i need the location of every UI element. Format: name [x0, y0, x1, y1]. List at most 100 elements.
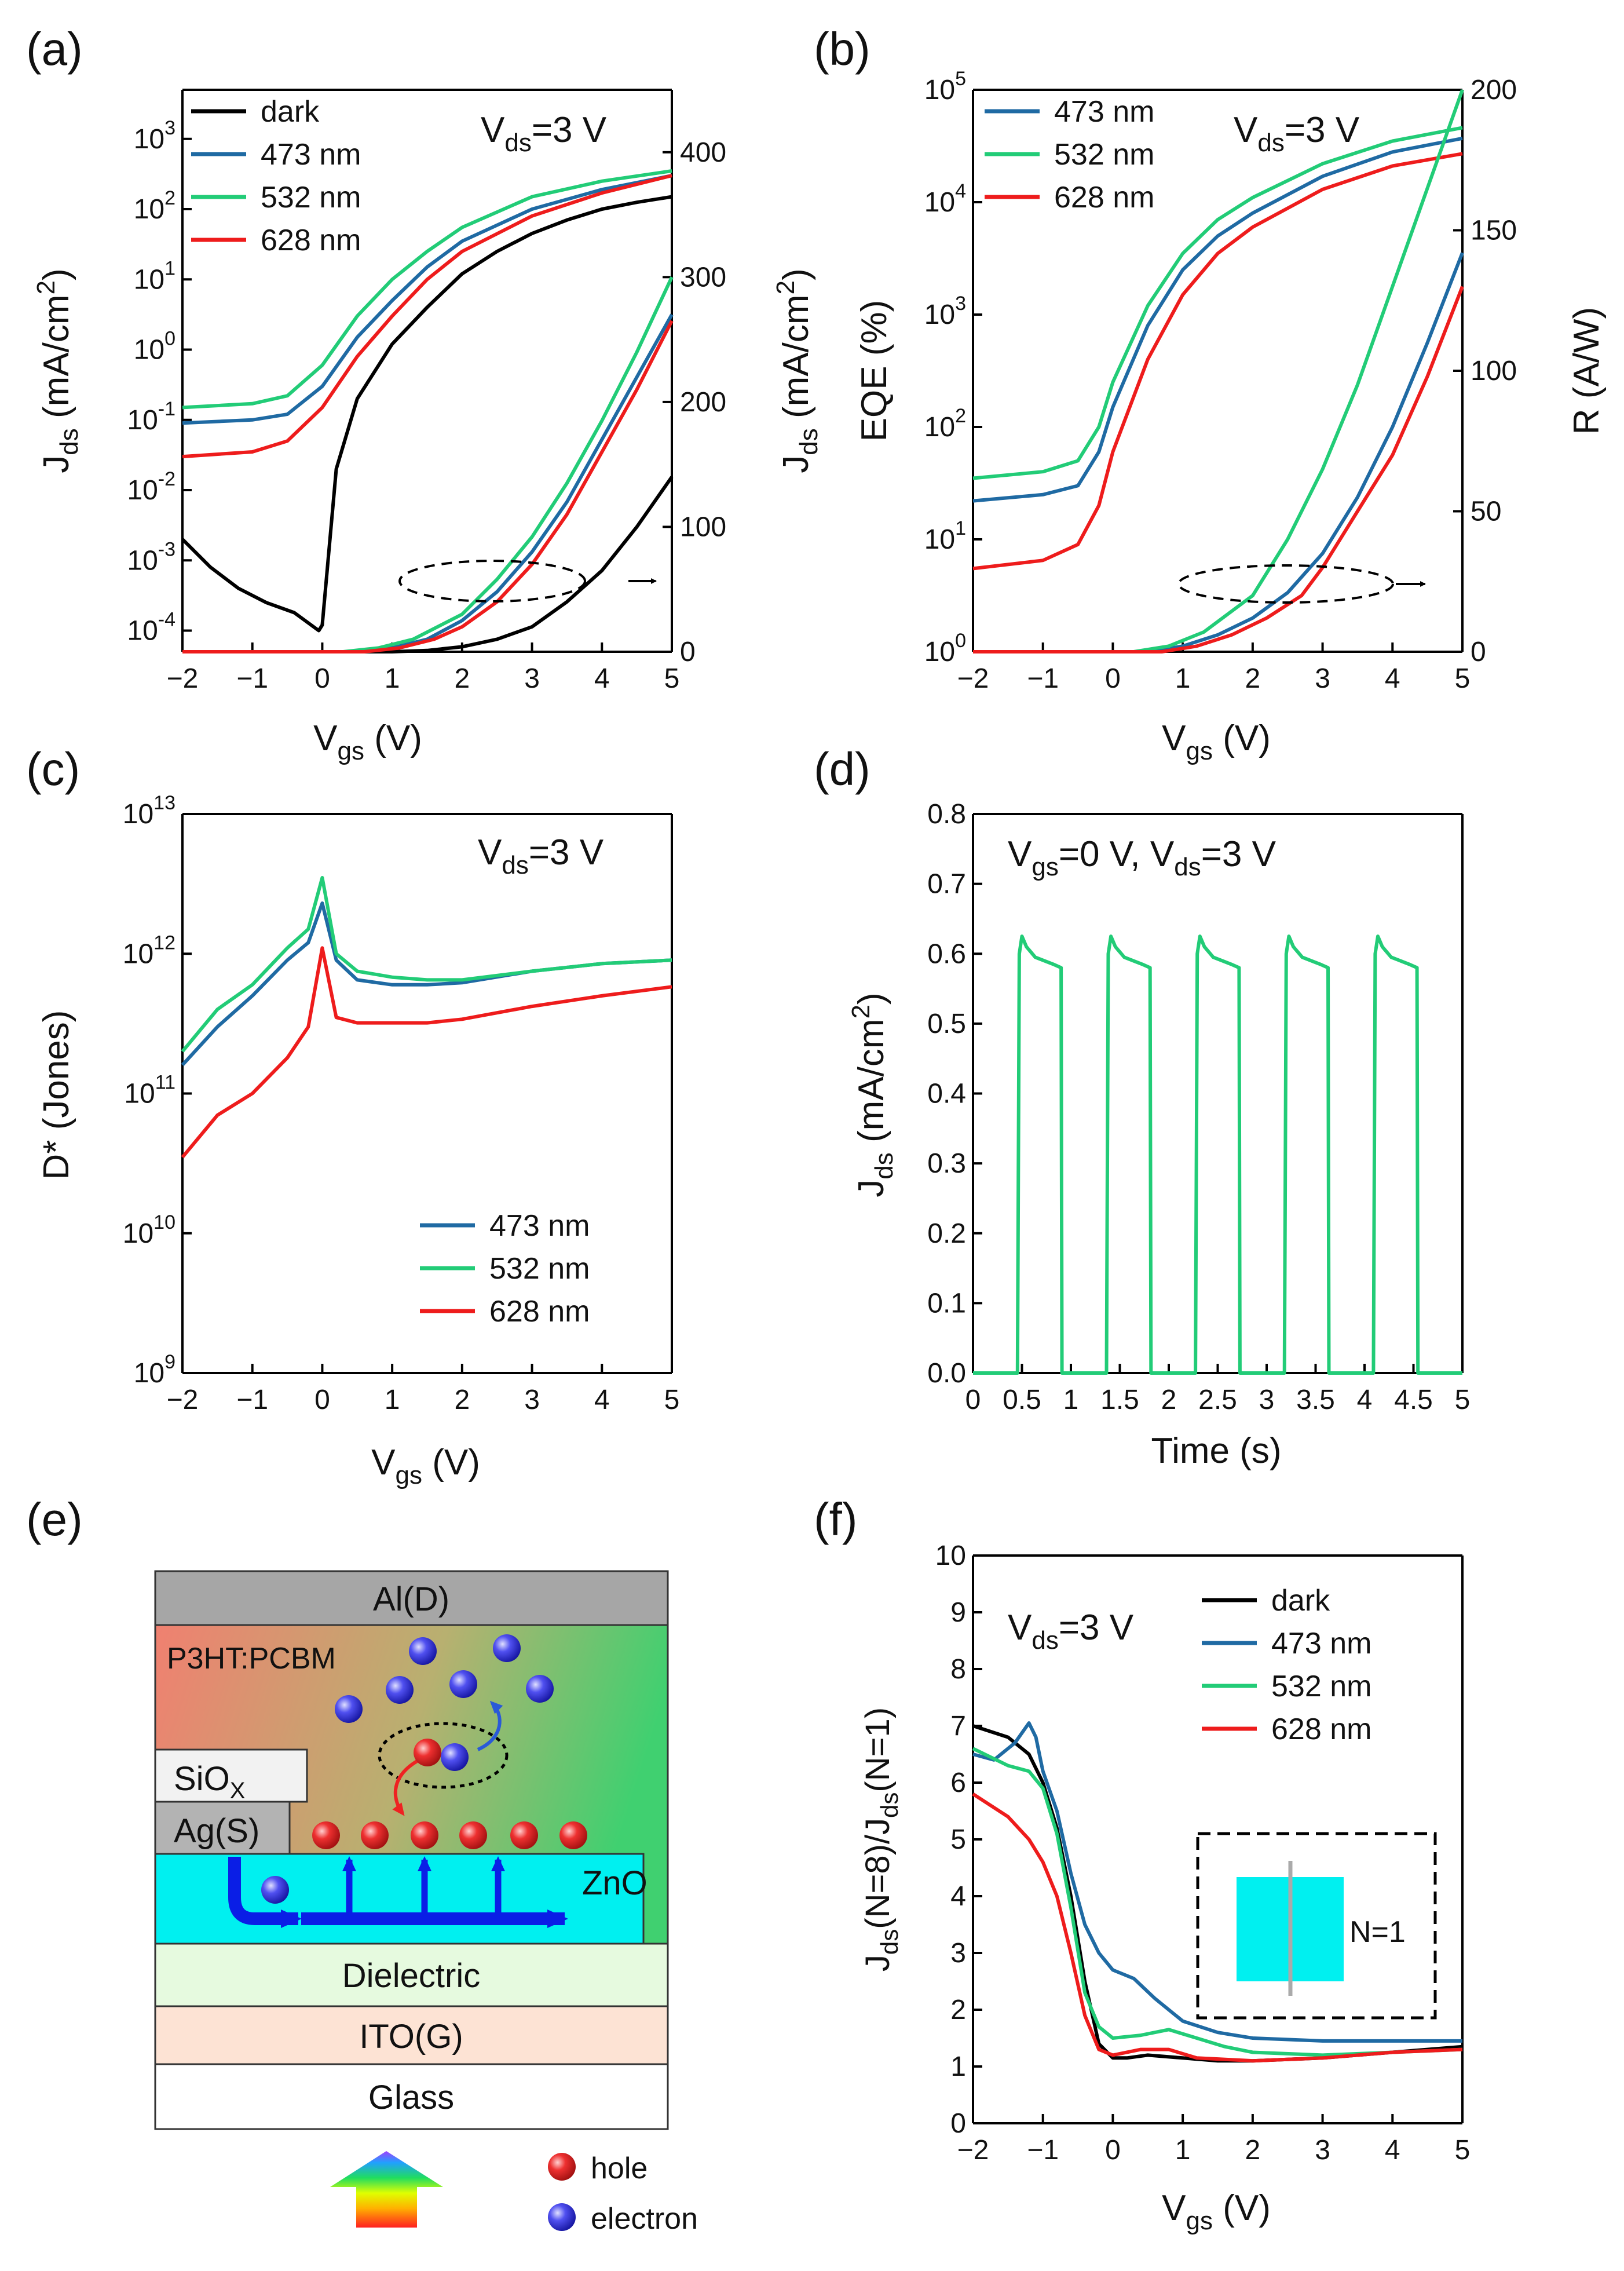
- legend-label: dark: [1271, 1584, 1330, 1618]
- legend-label: 473 nm: [1271, 1627, 1371, 1660]
- hole-particle: [510, 1821, 538, 1849]
- source-electrode: [154, 1801, 291, 1855]
- a-y2label: Jds (mA/cm2): [771, 268, 823, 473]
- series-line-628-nm-linear-: [182, 320, 674, 653]
- y-tick-label: 2: [950, 1995, 966, 2025]
- c-annotation: Vds=3 V: [478, 833, 604, 879]
- y-tick-label: 0.5: [927, 1009, 966, 1039]
- y-tick-label: 100: [134, 328, 175, 366]
- hole-particle: [361, 1821, 389, 1849]
- panel-label-b: (b): [814, 23, 870, 75]
- f-xticks: −2 −1 0 1 2 3 4 5: [957, 2114, 1470, 2166]
- x-tick-label: 2: [1245, 663, 1261, 694]
- y-tick-label: 10-2: [127, 468, 175, 506]
- y2-tick-label: 50: [1471, 496, 1501, 527]
- b-xticks: −2 −1 0 1 2 3 4 5: [957, 642, 1471, 694]
- electron-particle: [526, 1675, 554, 1703]
- y2-tick-label: 100: [680, 512, 726, 542]
- electron-particle: [409, 1637, 437, 1665]
- series-line-532-nm: [181, 876, 672, 1053]
- legend-label: 628 nm: [489, 1295, 590, 1328]
- d-yticks: 0.0 0.1 0.2 0.3 0.4 0.5 0.6 0.7 0.8: [927, 799, 982, 1389]
- legend-label: 473 nm: [261, 138, 361, 171]
- x-tick-label: 0: [314, 1385, 330, 1415]
- f-series: [972, 1721, 1463, 2063]
- hole-particle: [559, 1821, 587, 1849]
- y2-tick-label: 400: [680, 137, 726, 168]
- b-annotation: Vds=3 V: [1234, 110, 1360, 157]
- electron-particle: [441, 1743, 469, 1771]
- y-tick-label: 0: [950, 2108, 966, 2139]
- panel-d: 0 0.5 1 1.5 2 2.5 3 3.5 4 4.5 5 0.0 0.1 0.2 0.3 0.4 0.5…: [847, 799, 1470, 1471]
- electron-particle: [335, 1695, 363, 1723]
- legend-label: 532 nm: [489, 1252, 590, 1286]
- y-tick-label: 103: [134, 117, 175, 155]
- gate-label: ITO(G): [359, 2018, 463, 2055]
- series-line-473-nm: [182, 174, 672, 425]
- series-line-532-nm-linear-: [182, 276, 674, 653]
- y-tick-label: 10: [935, 1540, 966, 1571]
- a-series: [181, 169, 674, 653]
- x-tick-label: 0: [1105, 663, 1121, 694]
- x-tick-label: 1: [385, 1385, 400, 1415]
- y-tick-label: 105: [924, 68, 966, 105]
- x-tick-label: −2: [167, 663, 199, 694]
- x-tick-label: 3: [1315, 663, 1330, 694]
- d-series: [973, 934, 1462, 1375]
- x-tick-label: 5: [664, 663, 680, 694]
- x-tick-label: 4.5: [1394, 1385, 1433, 1415]
- series-line-473-nm: [972, 136, 1463, 503]
- source-label: Ag(S): [174, 1812, 259, 1850]
- series-line-628-nm: [972, 152, 1463, 571]
- panel-e-device-schematic: P3HT:PCBM Al(D) SiOX Ag(S) ZnO Dielectri…: [154, 1570, 698, 2236]
- f-inset-label: N=1: [1349, 1915, 1406, 1949]
- hole-particle: [459, 1821, 487, 1849]
- x-tick-label: 1: [385, 663, 400, 694]
- legend-label: 473 nm: [1054, 95, 1154, 129]
- y-tick-label: 4: [950, 1881, 966, 1912]
- hole-particle: [312, 1821, 340, 1849]
- y-tick-label: 104: [924, 180, 966, 218]
- x-tick-label: 2: [455, 1385, 470, 1415]
- x-tick-label: −2: [957, 663, 989, 694]
- top-electrode-label: Al(D): [373, 1580, 449, 1618]
- x-tick-label: 1: [1063, 1385, 1079, 1415]
- illumination-arrow: [330, 2151, 443, 2228]
- d-ylabel: Jds (mA/cm2): [847, 992, 898, 1197]
- electron-escape-arrow: [477, 1700, 503, 1751]
- series-line-628-nm-r-: [973, 286, 1464, 653]
- panel-label-f: (f): [814, 1494, 858, 1545]
- series-line-dark: [181, 195, 672, 633]
- b-legend: 473 nm 532 nm 628 nm: [985, 95, 1154, 214]
- series-line-473-nm: [972, 1721, 1462, 2043]
- x-tick-label: 5: [1455, 663, 1471, 694]
- y-tick-label: 100: [924, 630, 966, 667]
- series-line-628-nm: [972, 1792, 1463, 2063]
- b-y2label: R (A/W): [1567, 307, 1607, 435]
- y2-tick-label: 0: [680, 637, 696, 667]
- x-tick-label: −2: [167, 1385, 199, 1415]
- panel-label-e: (e): [26, 1494, 83, 1545]
- y2-tick-label: 200: [680, 387, 726, 418]
- b-yticks: 100 101 102 103 104 105: [924, 68, 982, 667]
- y-tick-label: 0.4: [927, 1079, 966, 1109]
- series-line-473-nm-r-: [973, 252, 1464, 653]
- c-xticks: −2 −1 0 1 2 3 4 5: [167, 1364, 680, 1415]
- y-tick-label: 0.7: [927, 869, 966, 900]
- x-tick-label: 0: [314, 663, 330, 694]
- series-line-532-nm-r-: [973, 89, 1464, 653]
- series-line-532-nm: [182, 169, 672, 410]
- f-ylabel: Jds(N=8)/Jds(N=1): [859, 1707, 903, 1971]
- y-tick-label: 0.1: [927, 1288, 966, 1319]
- panel-f: −2 −1 0 1 2 3 4 5 0 1 2 3 4 5 6 7 8 9 10 Vds=3 V dark 473 …: [859, 1540, 1470, 2235]
- y-tick-label: 8: [950, 1654, 966, 1685]
- x-tick-label: 5: [1455, 1385, 1471, 1415]
- x-tick-label: 0: [1105, 2135, 1121, 2166]
- d-xlabel: Time (s): [1151, 1431, 1282, 1471]
- x-tick-label: 3.5: [1296, 1385, 1335, 1415]
- y-tick-label: 101: [924, 517, 966, 555]
- x-tick-label: 4: [594, 1385, 610, 1415]
- x-tick-label: 5: [664, 1385, 680, 1415]
- x-tick-label: 4: [1385, 663, 1400, 694]
- y-tick-label: 102: [134, 187, 175, 225]
